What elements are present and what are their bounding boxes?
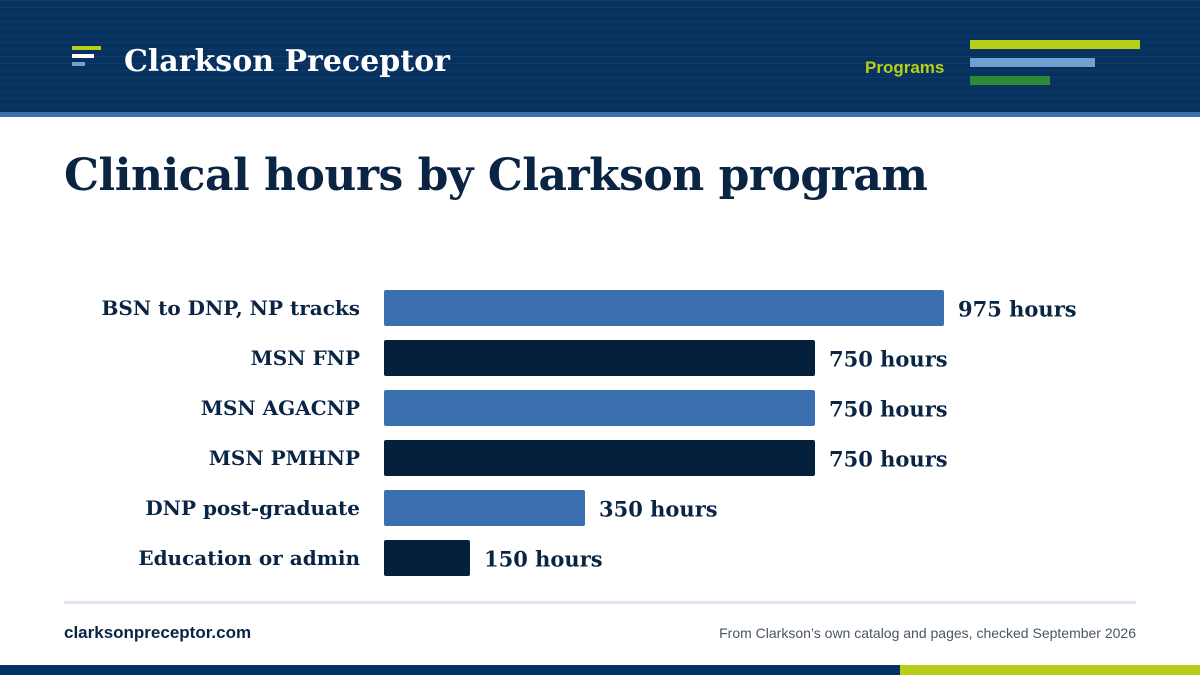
nav-programs-link[interactable]: Programs [865,58,945,77]
category-label: BSN to DNP, NP tracks [102,296,360,320]
value-label: 750 hours [829,347,948,372]
source-note: From Clarkson’s own catalog and pages, c… [719,625,1136,641]
stacked-lines-logo-icon [72,46,102,72]
header-divider [0,112,1200,117]
value-label: 350 hours [599,497,718,522]
category-label: MSN FNP [251,346,360,370]
footer-divider [64,601,1136,604]
header-bar: Clarkson Preceptor Programs [0,0,1200,112]
page-title: Clinical hours by Clarkson program [64,150,928,201]
bar [384,440,815,476]
bar [384,390,815,426]
bottom-accent-bar [0,665,1200,675]
value-label: 750 hours [829,447,948,472]
site-link[interactable]: clarksonpreceptor.com [64,623,252,642]
bar [384,540,470,576]
category-label: MSN AGACNP [201,396,360,420]
value-label: 975 hours [958,297,1077,322]
category-label: MSN PMHNP [209,446,360,470]
bar [384,340,815,376]
brand-name[interactable]: Clarkson Preceptor [124,44,450,79]
bar [384,490,585,526]
bar [384,290,944,326]
value-label: 750 hours [829,397,948,422]
value-label: 150 hours [484,547,603,572]
category-label: Education or admin [138,546,360,570]
category-label: DNP post-graduate [145,496,360,520]
